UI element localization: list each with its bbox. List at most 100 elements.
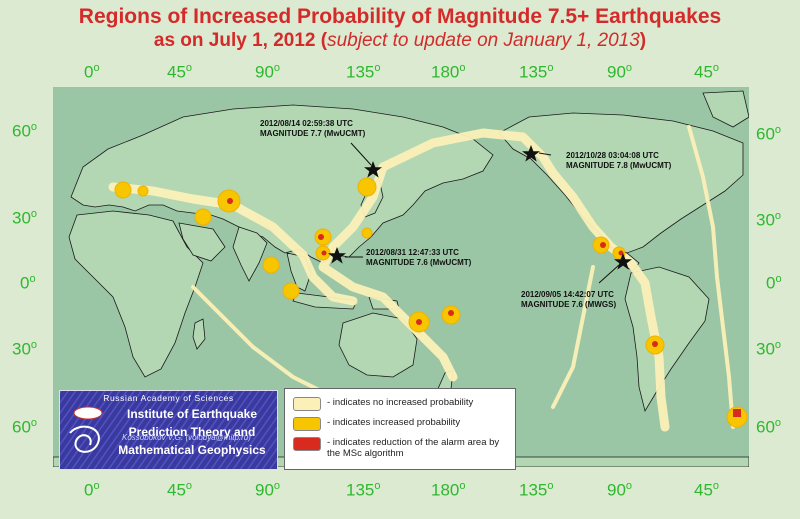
zone-japan bbox=[357, 177, 377, 197]
north-america-landmass bbox=[498, 112, 744, 254]
event-label-3: 2012/08/31 12:47:33 UTC MAGNITUDE 7.6 (M… bbox=[366, 248, 471, 267]
increased-probability-zones bbox=[114, 177, 748, 428]
logo-background bbox=[60, 391, 277, 469]
map-title: Regions of Increased Probability of Magn… bbox=[0, 4, 800, 53]
event-1-time: 2012/08/14 02:59:38 UTC bbox=[260, 119, 353, 128]
legend-item-reduced: - indicates reduction of the alarm area … bbox=[293, 437, 507, 459]
title-line-1: Regions of Increased Probability of Magn… bbox=[78, 5, 722, 28]
title-line-2: as on July 1, 2012 (subject to update on… bbox=[0, 29, 800, 53]
zone-mariana bbox=[361, 227, 373, 239]
madagascar-landmass bbox=[192, 318, 206, 350]
event-stars bbox=[328, 145, 632, 270]
map-legend: - indicates no increased probability - i… bbox=[284, 388, 516, 470]
bottom-longitude-label: 180o bbox=[431, 480, 466, 500]
right-latitude-label: 0o bbox=[766, 273, 782, 293]
reduced-alarm-areas bbox=[227, 198, 741, 417]
top-longitude-label: 135o bbox=[346, 62, 381, 82]
academy-name: Russian Academy of Sciences bbox=[103, 393, 234, 403]
event-label-2: 2012/10/28 03:04:08 UTC MAGNITUDE 7.8 (M… bbox=[566, 151, 671, 170]
bottom-longitude-label: 0o bbox=[84, 480, 100, 500]
western-pacific-belt bbox=[318, 162, 458, 382]
title-update-note: subject to update on January 1, 2013 bbox=[327, 30, 640, 51]
event-star-3 bbox=[328, 247, 346, 264]
legend-item-increased: - indicates increased probability bbox=[293, 417, 460, 431]
left-latitude-label: 60o bbox=[12, 121, 38, 141]
event-callout-lines bbox=[345, 142, 620, 284]
institute-line-2: Prediction Theory and bbox=[128, 425, 256, 439]
reduced-chile bbox=[652, 341, 658, 347]
legend-swatch-red bbox=[293, 437, 321, 451]
callout-line-4 bbox=[598, 264, 620, 284]
zone-iran bbox=[194, 208, 212, 226]
callout-line-1 bbox=[350, 142, 372, 166]
top-longitude-label: 90o bbox=[255, 62, 281, 82]
legend-text-no-increase: - indicates no increased probability bbox=[327, 397, 474, 408]
americas-belt bbox=[548, 168, 670, 432]
greenland-landmass bbox=[702, 90, 749, 128]
zone-greece bbox=[137, 185, 149, 197]
reduced-sandwich bbox=[733, 409, 741, 417]
north-pacific-belt bbox=[378, 128, 558, 178]
event-label-4: 2012/09/05 14:42:07 UTC MAGNITUDE 7.6 (M… bbox=[521, 290, 616, 309]
title-paren-close: ) bbox=[639, 30, 647, 51]
left-latitude-label: 30o bbox=[12, 339, 38, 359]
alpide-belt bbox=[108, 182, 358, 306]
mitp-logo-icon bbox=[73, 406, 103, 420]
bottom-longitude-label: 90o bbox=[255, 480, 281, 500]
australia-landmass bbox=[338, 312, 418, 378]
title-paren-open: ( bbox=[315, 30, 328, 51]
top-longitude-label: 135o bbox=[519, 62, 554, 82]
indian-ridge bbox=[191, 285, 335, 399]
institute-line-1: Institute of Earthquake bbox=[126, 407, 257, 421]
left-latitude-label: 0o bbox=[20, 273, 36, 293]
institute-logo-box: Russian Academy of Sciences Institute of… bbox=[59, 390, 278, 470]
event-2-time: 2012/10/28 03:04:08 UTC bbox=[566, 151, 659, 160]
right-latitude-label: 60o bbox=[756, 417, 782, 437]
bottom-longitude-label: 45o bbox=[167, 480, 193, 500]
legend-swatch-orange bbox=[293, 417, 321, 431]
event-1-magnitude: MAGNITUDE 7.7 (MwUCMT) bbox=[260, 128, 366, 138]
reduced-vanuatu bbox=[416, 319, 422, 325]
arabia-landmass bbox=[178, 222, 226, 262]
author-credit: Kossobokov V.G. (volodya@mitp.ru) bbox=[122, 433, 251, 442]
reduced-taiwan bbox=[318, 234, 324, 240]
bottom-longitude-label: 45o bbox=[694, 480, 720, 500]
bottom-longitude-label: 135o bbox=[519, 480, 554, 500]
title-date: as on July 1, 2012 bbox=[153, 30, 316, 51]
legend-item-no-increase: - indicates no increased probability bbox=[293, 397, 473, 411]
zone-java bbox=[282, 282, 300, 300]
top-longitude-label: 45o bbox=[167, 62, 193, 82]
reduced-himalaya bbox=[227, 198, 233, 204]
east-pacific-rise bbox=[551, 265, 595, 409]
callout-line-2 bbox=[538, 152, 552, 156]
reduced-philippines bbox=[321, 250, 327, 256]
left-latitude-label: 30o bbox=[12, 208, 38, 228]
zone-sumatra bbox=[262, 256, 280, 274]
legend-text-reduced: - indicates reduction of the alarm area … bbox=[327, 437, 500, 459]
zone-mediterranean bbox=[114, 181, 132, 199]
event-star-4 bbox=[614, 253, 632, 270]
left-latitude-label: 60o bbox=[12, 417, 38, 437]
reduced-mexico bbox=[600, 242, 606, 248]
africa-landmass bbox=[68, 210, 204, 378]
institute-name: Institute of Earthquake Prediction Theor… bbox=[112, 405, 272, 441]
seismogram-logo-icon bbox=[69, 425, 100, 453]
reduced-tonga bbox=[448, 310, 454, 316]
event-4-time: 2012/09/05 14:42:07 UTC bbox=[521, 290, 614, 299]
india-landmass bbox=[232, 226, 268, 282]
bottom-longitude-label: 90o bbox=[607, 480, 633, 500]
no-increase-belts bbox=[108, 125, 735, 432]
legend-text-increased: - indicates increased probability bbox=[327, 417, 461, 428]
reduced-central-america bbox=[618, 250, 624, 256]
right-latitude-label: 30o bbox=[756, 339, 782, 359]
mid-atlantic-ridge bbox=[687, 125, 735, 429]
top-longitude-label: 45o bbox=[694, 62, 720, 82]
right-latitude-label: 30o bbox=[756, 210, 782, 230]
right-latitude-label: 60o bbox=[756, 124, 782, 144]
institute-line-3: Mathematical Geophysics bbox=[118, 443, 266, 457]
south-america-landmass bbox=[624, 266, 710, 413]
event-2-magnitude: MAGNITUDE 7.8 (MwUCMT) bbox=[566, 160, 672, 170]
event-label-1: 2012/08/14 02:59:38 UTC MAGNITUDE 7.7 (M… bbox=[260, 119, 365, 138]
top-longitude-label: 0o bbox=[84, 62, 100, 82]
event-4-magnitude: MAGNITUDE 7.6 (MWGS) bbox=[521, 299, 617, 309]
